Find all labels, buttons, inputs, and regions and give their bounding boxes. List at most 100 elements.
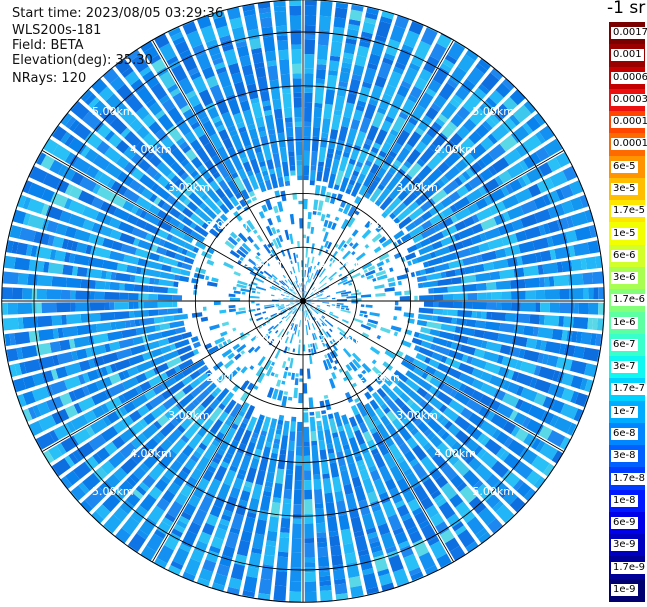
range-gate [156, 161, 173, 178]
range-gate [46, 289, 62, 300]
range-gate [430, 102, 442, 113]
range-gate [343, 376, 348, 382]
range-gate [251, 301, 255, 304]
range-gate [495, 431, 510, 445]
range-gate [475, 483, 494, 502]
range-gate [75, 348, 88, 360]
range-gate [221, 321, 230, 327]
range-gate [510, 302, 521, 312]
range-gate [370, 545, 383, 554]
range-gate [322, 359, 329, 371]
range-gate [181, 53, 198, 72]
range-gate [223, 469, 237, 486]
range-gate [229, 465, 238, 473]
range-gate [135, 266, 142, 275]
range-gate [128, 292, 139, 300]
range-gate [465, 439, 479, 453]
range-gate [312, 126, 321, 138]
range-gate [291, 416, 297, 422]
range-gate [174, 178, 186, 191]
range-gate [384, 349, 396, 359]
colorbar-tick-label: 6e-9 [611, 517, 638, 530]
range-gate [206, 176, 215, 184]
range-gate [468, 130, 482, 145]
range-gate [340, 218, 349, 230]
range-gate [209, 324, 220, 331]
range-gate [499, 268, 515, 280]
range-gate [515, 313, 531, 324]
range-gate [251, 290, 256, 294]
azimuth-line [302, 300, 455, 563]
range-gate [1, 287, 13, 300]
range-gate [395, 409, 406, 421]
range-gate [458, 372, 476, 386]
range-gate [284, 310, 293, 319]
range-gate [89, 291, 96, 300]
range-gate [397, 168, 406, 177]
range-gate [352, 425, 360, 432]
range-gate [251, 483, 263, 500]
range-gate [190, 139, 202, 152]
range-gate [244, 480, 254, 488]
range-gate [423, 301, 434, 308]
range-gate [374, 75, 387, 89]
range-gate [516, 256, 523, 266]
range-gate [242, 516, 256, 533]
range-gate [482, 350, 500, 363]
range-gate [232, 112, 244, 125]
range-gate [375, 292, 386, 297]
range-gate [209, 406, 223, 422]
range-gate [355, 252, 366, 261]
range-gate [129, 118, 144, 133]
colorbar-tick-label: 1.7e-6 [611, 294, 647, 307]
range-gate [116, 348, 133, 360]
range-gate [403, 468, 413, 477]
range-gate [149, 193, 158, 203]
range-gate [433, 308, 444, 315]
range-gate [313, 265, 317, 270]
range-gate [181, 216, 193, 227]
range-gate [481, 311, 487, 320]
range-gate [444, 151, 461, 168]
range-gate [223, 261, 234, 270]
range-gate [543, 276, 550, 287]
range-gate [440, 271, 447, 279]
range-gate [102, 352, 119, 365]
range-gate [418, 307, 434, 314]
range-gate [376, 167, 387, 179]
range-gate [43, 450, 55, 464]
range-gate [198, 495, 214, 513]
range-gate [121, 328, 138, 339]
range-gate [317, 166, 324, 172]
range-gate [427, 395, 444, 410]
range-gate [418, 244, 434, 256]
range-gate [472, 480, 484, 491]
range-gate [279, 59, 290, 75]
range-gate [251, 196, 258, 202]
range-gate [304, 499, 313, 515]
range-gate [282, 93, 292, 109]
range-gate [169, 380, 185, 395]
range-gate [385, 133, 397, 146]
azimuth-line [302, 149, 565, 302]
range-gate [350, 118, 361, 131]
range-gate [119, 480, 134, 495]
range-gate [405, 252, 417, 261]
range-gate [192, 398, 200, 407]
range-gate [124, 320, 131, 328]
range-gate [218, 403, 226, 411]
range-gate [480, 451, 498, 469]
range-gate [369, 469, 381, 482]
range-gate [354, 130, 367, 147]
range-gate [295, 455, 303, 466]
range-gate [291, 538, 302, 553]
range-gate [512, 104, 532, 123]
range-gate [171, 64, 188, 83]
range-gate [206, 188, 221, 204]
range-gate [318, 439, 326, 451]
range-gate [56, 442, 67, 456]
range-gate [32, 372, 45, 387]
range-gate [200, 316, 209, 322]
range-gate [12, 209, 27, 225]
